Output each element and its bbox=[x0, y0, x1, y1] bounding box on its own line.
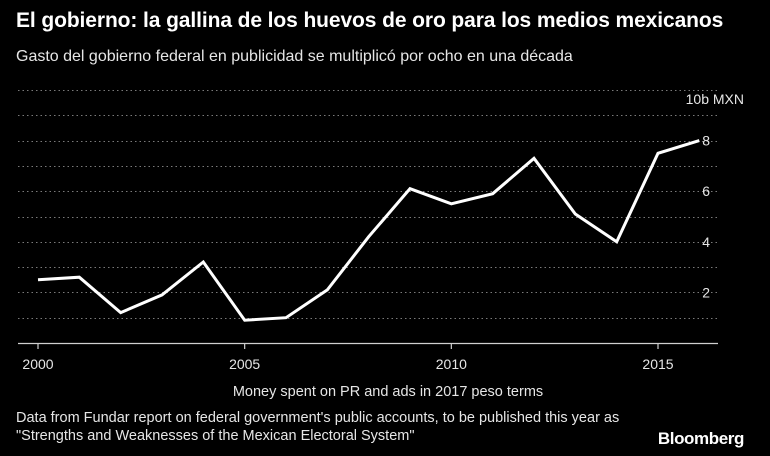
series-line bbox=[37, 139, 700, 322]
x-tick-label: 2015 bbox=[642, 356, 673, 372]
y-tick-label: 2 bbox=[702, 284, 710, 300]
x-tick-label: 2000 bbox=[22, 356, 53, 372]
chart-subtitle: Gasto del gobierno federal en publicidad… bbox=[16, 48, 573, 65]
y-tick-label: 6 bbox=[702, 183, 710, 199]
x-tick-label: 2010 bbox=[436, 356, 467, 372]
y-tick-label: 4 bbox=[702, 234, 710, 250]
y-unit-label: 10b MXN bbox=[686, 91, 744, 107]
bloomberg-logo: Bloomberg bbox=[657, 429, 745, 448]
chart-title: El gobierno: la gallina de los huevos de… bbox=[16, 9, 724, 32]
y-tick-label: 8 bbox=[702, 133, 710, 149]
source-footnote: Data from Fundar report on federal gover… bbox=[16, 410, 620, 444]
x-tick-label: 2005 bbox=[229, 356, 260, 372]
x-axis-label: Money spent on PR and ads in 2017 peso t… bbox=[233, 384, 543, 400]
